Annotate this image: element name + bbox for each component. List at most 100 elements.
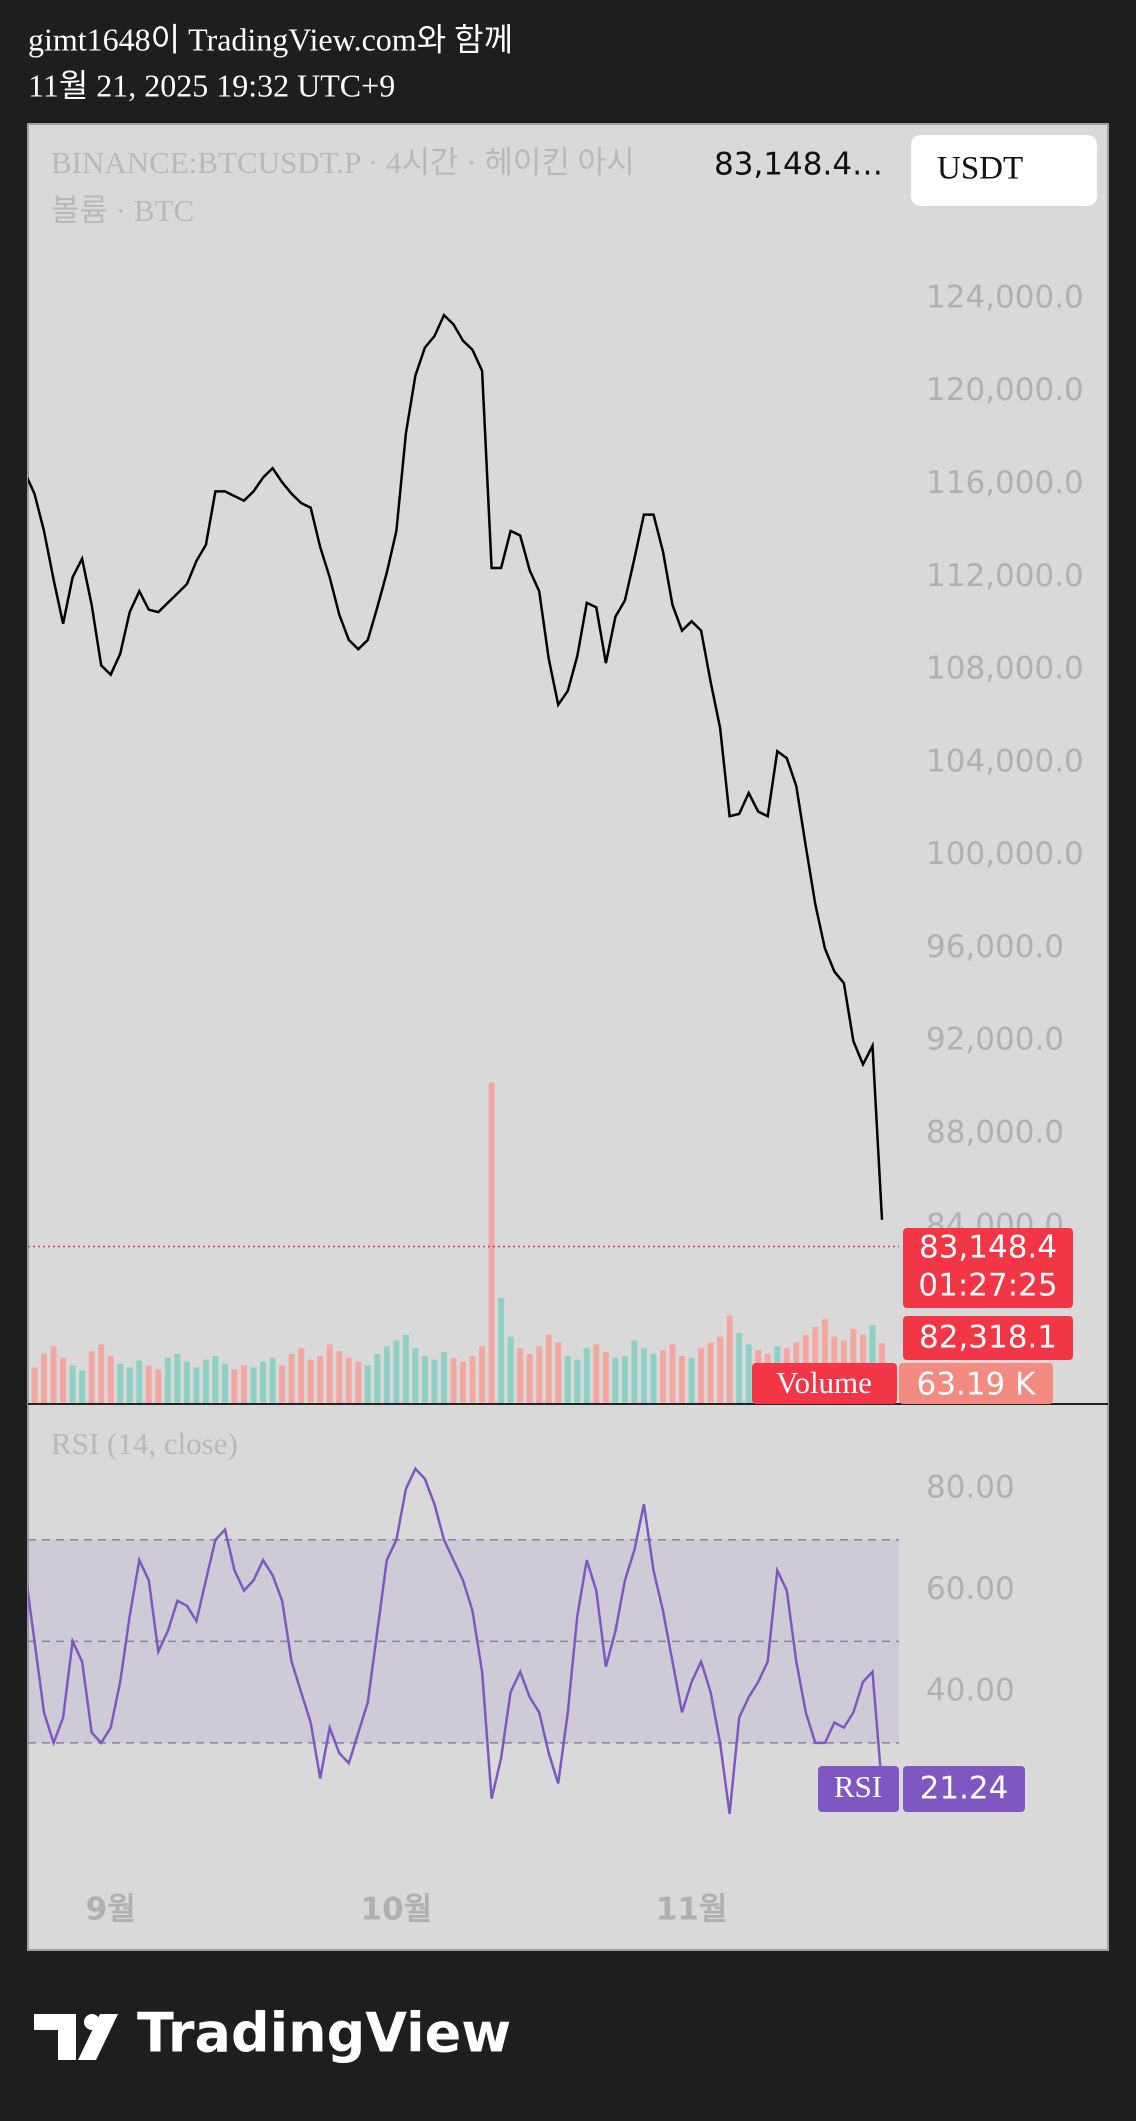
header-value: 83,148.4… bbox=[714, 147, 883, 183]
volume-bar bbox=[488, 1082, 495, 1404]
currency-label[interactable]: USDT bbox=[937, 151, 1023, 187]
rsi-tick-label: 40.00 bbox=[926, 1673, 1015, 1709]
price-tag-countdown: 01:27:25 bbox=[918, 1268, 1057, 1304]
volume-bar bbox=[745, 1344, 752, 1404]
volume-bar bbox=[450, 1357, 457, 1404]
chart-subtitle: 볼륨 · BTC bbox=[51, 193, 194, 228]
rsi-tag-value: 21.24 bbox=[920, 1771, 1009, 1807]
volume-bar bbox=[431, 1359, 438, 1404]
volume-bar bbox=[460, 1361, 467, 1404]
volume-bar bbox=[593, 1344, 600, 1404]
volume-bar bbox=[183, 1361, 190, 1404]
volume-bar bbox=[79, 1370, 86, 1404]
volume-bar bbox=[574, 1359, 581, 1404]
volume-bar bbox=[364, 1365, 371, 1404]
x-tick-label: 9월 bbox=[86, 1892, 136, 1928]
volume-bar bbox=[421, 1355, 428, 1404]
volume-bar bbox=[736, 1332, 743, 1404]
volume-bar bbox=[402, 1334, 409, 1404]
volume-bar bbox=[221, 1363, 228, 1404]
volume-bar bbox=[440, 1352, 447, 1404]
volume-bar bbox=[307, 1359, 314, 1404]
volume-bar bbox=[612, 1357, 619, 1404]
price-tag-value: 82,318.1 bbox=[919, 1320, 1057, 1356]
volume-tag bbox=[899, 1363, 1053, 1404]
volume-tag bbox=[752, 1363, 897, 1404]
volume-bar bbox=[707, 1342, 714, 1404]
volume-bar bbox=[60, 1357, 67, 1404]
header-line: 11월 21, 2025 19:32 UTC+9 bbox=[28, 67, 395, 103]
chart-panel bbox=[27, 123, 1109, 1951]
y-tick-label: 96,000.0 bbox=[926, 929, 1064, 965]
logo: TradingView bbox=[34, 2002, 511, 2065]
volume-bar bbox=[345, 1357, 352, 1404]
price-tag-value: 83,148.4 bbox=[919, 1230, 1057, 1266]
volume-bar bbox=[193, 1367, 200, 1404]
volume-bar bbox=[269, 1357, 276, 1404]
volume-bar bbox=[126, 1367, 133, 1404]
volume-bar bbox=[545, 1334, 552, 1404]
volume-bar bbox=[555, 1342, 562, 1404]
volume-bar bbox=[98, 1344, 105, 1404]
rsi-tick-label: 80.00 bbox=[926, 1470, 1015, 1506]
volume-bar bbox=[250, 1367, 257, 1404]
volume-bar bbox=[717, 1336, 724, 1404]
rsi-tick-label: 60.00 bbox=[926, 1571, 1015, 1607]
volume-bar bbox=[231, 1369, 238, 1404]
rsi-tag bbox=[903, 1766, 1025, 1812]
volume-bar bbox=[688, 1357, 695, 1404]
volume-bar bbox=[383, 1346, 390, 1404]
volume-bar bbox=[631, 1340, 638, 1404]
volume-bar bbox=[41, 1353, 48, 1404]
volume-bar bbox=[498, 1298, 505, 1404]
volume-bar bbox=[469, 1355, 476, 1404]
volume-bar bbox=[241, 1365, 248, 1404]
volume-tag-name: Volume bbox=[776, 1365, 872, 1400]
volume-bar bbox=[164, 1357, 171, 1404]
rsi-tag-name: RSI bbox=[834, 1769, 882, 1804]
volume-bar bbox=[621, 1355, 628, 1404]
volume-bar bbox=[821, 1319, 828, 1404]
volume-bar bbox=[374, 1353, 381, 1404]
y-tick-label: 116,000.0 bbox=[926, 465, 1084, 501]
volume-bar bbox=[726, 1315, 733, 1404]
rsi-line bbox=[28, 1466, 884, 1815]
chart-title: BINANCE:BTCUSDT.P · 4시간 · 헤이킨 아시 bbox=[51, 145, 635, 180]
y-tick-label: 108,000.0 bbox=[926, 651, 1084, 687]
volume-bar bbox=[583, 1348, 590, 1404]
logo-icon bbox=[34, 2014, 76, 2060]
volume-bar bbox=[526, 1353, 533, 1404]
volume-bar bbox=[155, 1369, 162, 1404]
volume-bar bbox=[88, 1351, 95, 1404]
y-tick-label: 88,000.0 bbox=[926, 1114, 1064, 1150]
volume-bar bbox=[298, 1348, 305, 1404]
volume-bar bbox=[640, 1348, 647, 1404]
volume-bar bbox=[659, 1350, 666, 1404]
price-tag bbox=[903, 1228, 1073, 1308]
volume-bar bbox=[564, 1355, 571, 1404]
currency-button[interactable] bbox=[911, 135, 1097, 206]
volume-bar bbox=[650, 1353, 657, 1404]
volume-bar bbox=[479, 1346, 486, 1404]
y-tick-label: 120,000.0 bbox=[926, 372, 1084, 408]
price-line bbox=[28, 312, 884, 1220]
volume-bar bbox=[602, 1352, 609, 1404]
volume-bar bbox=[355, 1361, 362, 1404]
volume-bar bbox=[31, 1367, 38, 1404]
y-tick-label: 124,000.0 bbox=[926, 279, 1084, 315]
overlay: BINANCE:BTCUSDT.P · 4시간 · 헤이킨 아시 83,148.… bbox=[51, 135, 1097, 1812]
x-tick-label: 11월 bbox=[656, 1892, 728, 1928]
volume-bar bbox=[212, 1355, 219, 1404]
volume-bar bbox=[50, 1346, 57, 1404]
volume-bar bbox=[69, 1365, 76, 1404]
y-tick-label: 112,000.0 bbox=[926, 558, 1084, 594]
x-tick-label: 10월 bbox=[361, 1892, 433, 1928]
price-tag bbox=[903, 1316, 1073, 1360]
volume-bar bbox=[326, 1344, 333, 1404]
volume-tag-value: 63.19 K bbox=[917, 1367, 1037, 1403]
y-tick-label: 100,000.0 bbox=[926, 836, 1084, 872]
volume-bar bbox=[107, 1355, 114, 1404]
y-tick-label: 92,000.0 bbox=[926, 1022, 1064, 1058]
volume-bar bbox=[336, 1351, 343, 1404]
